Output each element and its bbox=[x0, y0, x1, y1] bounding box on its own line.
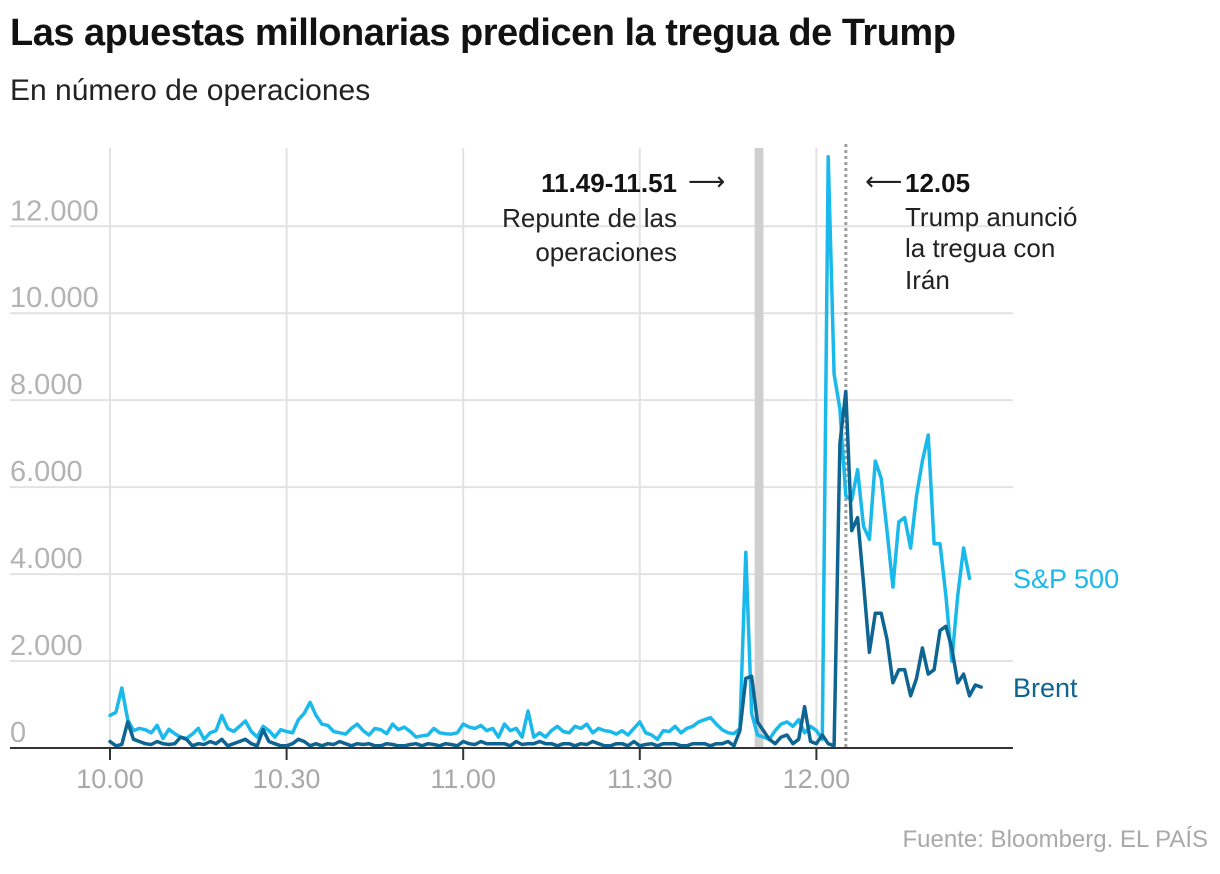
y-tick-label: 12.000 bbox=[10, 195, 99, 227]
series-layer bbox=[108, 154, 983, 748]
y-tick-label: 8.000 bbox=[10, 369, 83, 401]
legend-sp500: S&P 500 bbox=[1013, 564, 1119, 594]
annotation-truce-text-line-3: Irán bbox=[905, 265, 950, 295]
annotation-spike-label: 11.49-11.51 bbox=[541, 168, 677, 198]
y-axis-ticks: 0 2.000 4.000 6.000 8.000 10.000 12.000 bbox=[10, 195, 99, 749]
annotation-truce-text-line-2: la tregua con bbox=[905, 233, 1055, 263]
series-line-brent bbox=[108, 389, 983, 748]
annotation-spike-arrow: ⟶ bbox=[688, 166, 725, 196]
x-axis-ticks: 10.00 10.30 11.00 11.30 12.00 bbox=[76, 748, 850, 794]
annotation-truce: ⟵ 12.05 Trump anunció la tregua con Irán bbox=[865, 166, 1077, 295]
annotation-truce-label: 12.05 bbox=[905, 168, 970, 198]
y-tick-label: 4.000 bbox=[10, 543, 83, 575]
series-line-s-p-500 bbox=[108, 154, 972, 742]
grid bbox=[10, 148, 1013, 748]
y-tick-label: 6.000 bbox=[10, 456, 83, 488]
annotation-spike-text-line-1: Repunte de las bbox=[502, 203, 677, 233]
x-tick-label: 10.00 bbox=[76, 764, 144, 794]
chart-subtitle: En número de operaciones bbox=[10, 74, 371, 107]
annotation-spike-window: 11.49-11.51 ⟶ Repunte de las operaciones bbox=[502, 166, 725, 267]
x-tick-label: 12.00 bbox=[783, 764, 851, 794]
annotation-truce-arrow: ⟵ bbox=[865, 166, 902, 196]
x-tick-label: 10.30 bbox=[253, 764, 321, 794]
y-tick-label: 10.000 bbox=[10, 282, 99, 314]
source-credit: Fuente: Bloomberg. EL PAÍS bbox=[902, 826, 1209, 853]
x-tick-label: 11.30 bbox=[607, 764, 673, 794]
chart-title: Las apuestas millonarias predicen la tre… bbox=[10, 12, 956, 54]
y-tick-label: 2.000 bbox=[10, 630, 83, 662]
legend-brent: Brent bbox=[1013, 673, 1078, 703]
annotation-truce-text-line-1: Trump anunció bbox=[905, 202, 1077, 232]
y-tick-label: 0 bbox=[10, 717, 26, 749]
annotation-spike-text-line-2: operaciones bbox=[535, 237, 677, 267]
x-tick-label: 11.00 bbox=[430, 764, 496, 794]
highlight-band-11-49-11-51 bbox=[754, 148, 764, 748]
